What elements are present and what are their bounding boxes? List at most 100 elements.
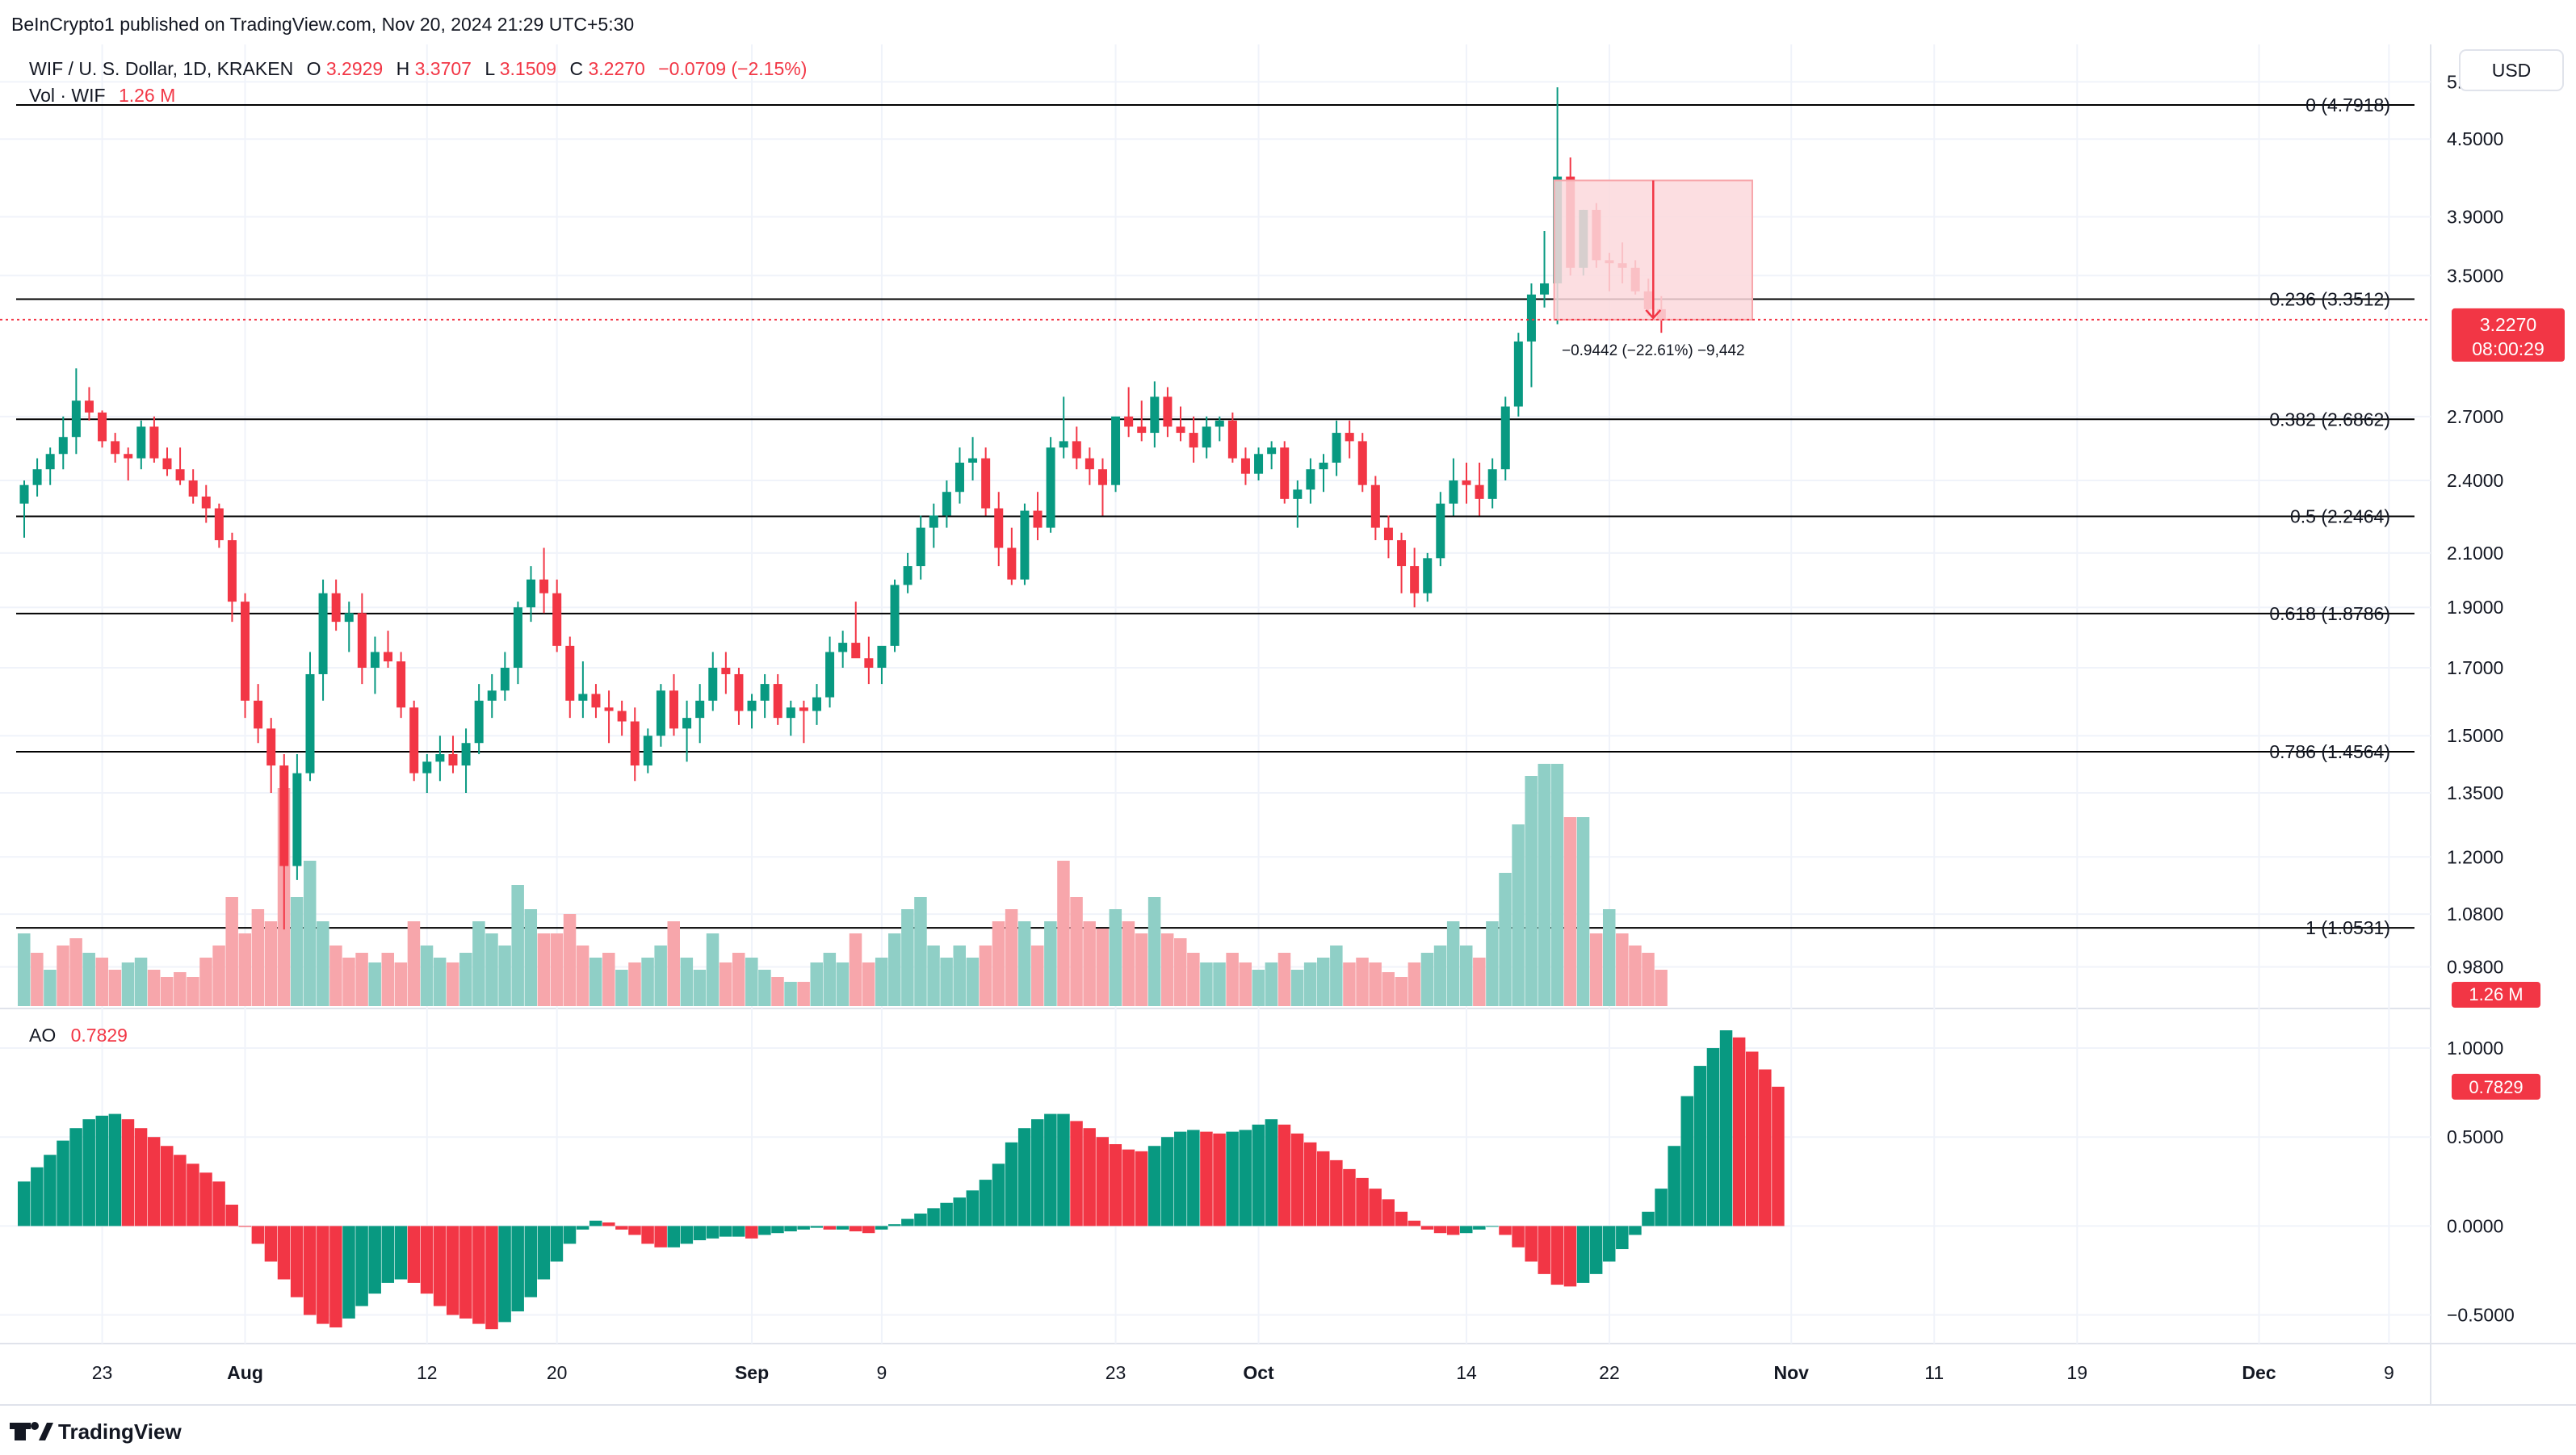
currency-label: USD: [2492, 60, 2532, 81]
price-tick-label: 4.5000: [2447, 128, 2503, 149]
volume-bar: [628, 962, 641, 1006]
candle-body: [604, 707, 614, 711]
symbol-legend[interactable]: WIF / U. S. Dollar, 1D, KRAKEN O 3.2929 …: [29, 58, 807, 79]
ao-bar: [524, 1226, 538, 1298]
candle-body: [357, 613, 367, 669]
candle-body: [1383, 527, 1393, 541]
ao-bar: [1745, 1051, 1759, 1226]
ao-bar: [1356, 1177, 1369, 1226]
time-tick-label: Nov: [1774, 1362, 1810, 1383]
candle-body: [1072, 441, 1081, 459]
candle-body: [422, 761, 432, 774]
ao-bar: [1706, 1048, 1720, 1226]
volume-bar: [1473, 958, 1486, 1006]
tradingview-wordmark: TradingView: [58, 1419, 182, 1444]
fib-level-label: 0.618 (1.8786): [2269, 603, 2390, 624]
volume-bar: [771, 977, 784, 1006]
candle-body: [954, 463, 964, 493]
fibonacci-retracement[interactable]: 0 (4.7918) 0.236 (3.3512) 0.382 (2.6862) 0.…: [16, 94, 2414, 938]
ao-bar: [225, 1204, 238, 1226]
candle-body: [500, 668, 510, 691]
ao-bar: [1538, 1226, 1551, 1274]
candle-body: [98, 412, 107, 442]
candle-body: [1227, 420, 1237, 459]
candle-body: [162, 458, 172, 470]
candle-body: [1059, 441, 1068, 448]
ao-bar: [1213, 1133, 1226, 1226]
ao-bar: [1693, 1066, 1707, 1226]
ao-bar: [1563, 1226, 1577, 1287]
ao-bar: [1187, 1130, 1200, 1226]
volume-bar: [784, 982, 797, 1006]
volume-bar: [44, 970, 57, 1006]
ao-legend[interactable]: AO 0.7829: [29, 1025, 128, 1046]
volume-bar: [1629, 946, 1642, 1006]
candle-body: [1397, 540, 1407, 567]
candle-body: [786, 707, 795, 719]
ao-bar: [95, 1115, 109, 1226]
volume-series: [18, 764, 1668, 1006]
candle-body: [695, 700, 705, 719]
volume-bar: [1525, 776, 1538, 1006]
volume-bar: [95, 958, 109, 1006]
ao-bar: [264, 1226, 278, 1262]
volume-bar: [576, 946, 589, 1006]
candle-body: [435, 753, 445, 762]
ao-bar: [1499, 1226, 1512, 1235]
ao-bar: [1772, 1086, 1785, 1226]
ao-bar: [1122, 1149, 1135, 1226]
candle-body: [188, 480, 198, 497]
candle-body: [1046, 447, 1055, 528]
ao-bar: [1109, 1144, 1122, 1226]
ao-bar: [1174, 1131, 1187, 1226]
candle-body: [1436, 503, 1445, 559]
candle-body: [214, 508, 224, 541]
volume-bar: [1642, 953, 1655, 1006]
candle-body: [71, 400, 81, 438]
volume-bar: [1382, 972, 1395, 1006]
candle-body: [124, 454, 133, 459]
candle-body: [1293, 489, 1303, 499]
candle-body: [747, 700, 757, 711]
candle-body: [1163, 396, 1173, 427]
candle-body: [877, 645, 887, 669]
volume-bar: [342, 958, 355, 1006]
ao-bar: [1550, 1226, 1564, 1285]
ao-bar: [1265, 1119, 1278, 1226]
candle-body: [487, 690, 497, 701]
ao-bar: [394, 1226, 408, 1280]
candle-body: [682, 718, 692, 729]
volume-bar: [1499, 873, 1512, 1006]
ao-bar: [940, 1202, 953, 1226]
volume-bar: [329, 946, 342, 1006]
candle-body: [1033, 510, 1043, 528]
candle-body: [1254, 454, 1264, 474]
volume-bar: [1330, 946, 1343, 1006]
currency-button[interactable]: USD: [2459, 49, 2564, 91]
price-tick-label: 2.7000: [2447, 406, 2503, 427]
change-value: −0.0709 (−2.15%): [658, 58, 807, 79]
volume-bar: [1446, 921, 1460, 1006]
volume-bar: [706, 933, 720, 1006]
ao-bar: [1303, 1142, 1317, 1226]
ao-bar: [1330, 1159, 1343, 1226]
bar-countdown: 08:00:29: [2472, 338, 2545, 359]
volume-bar: [1213, 962, 1226, 1006]
tradingview-logo[interactable]: TradingView: [10, 1419, 182, 1444]
candle-body: [968, 458, 978, 463]
ao-bar: [732, 1226, 745, 1237]
last-price-badge: 3.2270 08:00:29: [2452, 308, 2565, 362]
ao-bar: [459, 1226, 472, 1319]
candle-body: [513, 607, 522, 669]
volume-bar: [498, 946, 511, 1006]
open-label: O: [307, 58, 321, 79]
volume-legend[interactable]: Vol · WIF 1.26 M: [29, 85, 175, 106]
measure-tool[interactable]: −0.9442 (−22.61%) −9,442: [1553, 179, 1753, 359]
ao-bar: [368, 1226, 381, 1294]
volume-bar: [160, 977, 174, 1006]
candle-body: [1410, 566, 1420, 593]
close-value: 3.2270: [588, 58, 644, 79]
time-tick-label: 12: [417, 1362, 438, 1383]
candle-body: [331, 593, 341, 623]
